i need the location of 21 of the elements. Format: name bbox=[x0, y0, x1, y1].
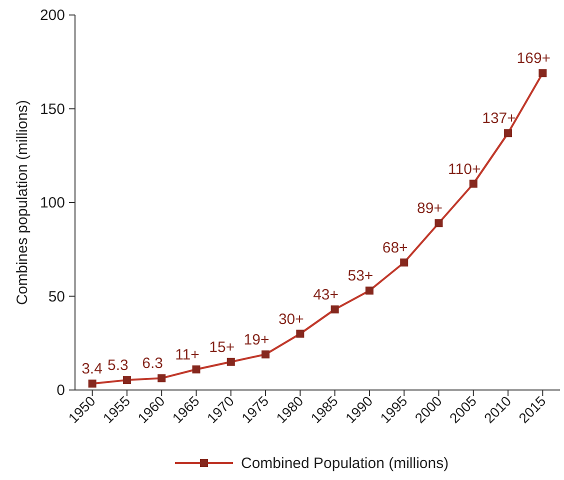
data-label: 3.4 bbox=[82, 360, 102, 378]
y-tick-label: 150 bbox=[40, 100, 65, 118]
data-label: 11+ bbox=[175, 346, 200, 364]
data-label: 6.3 bbox=[142, 355, 164, 372]
data-label: 43+ bbox=[313, 286, 339, 304]
data-label: 5.3 bbox=[108, 357, 128, 374]
y-axis-title: Combines population (millions) bbox=[14, 100, 31, 306]
data-label: 169+ bbox=[516, 50, 551, 68]
data-label: 53+ bbox=[348, 268, 374, 285]
data-label: 89+ bbox=[417, 200, 443, 218]
data-label: 137+ bbox=[482, 110, 516, 128]
legend-label: Combined Population (millions) bbox=[241, 455, 449, 472]
y-tick-label: 0 bbox=[56, 382, 65, 399]
y-tick-label: 100 bbox=[40, 194, 65, 212]
data-label: 110+ bbox=[448, 160, 481, 178]
data-label: 15+ bbox=[209, 338, 235, 356]
data-label: 68+ bbox=[382, 240, 408, 256]
y-tick-label: 200 bbox=[40, 7, 65, 24]
data-label: 30+ bbox=[278, 310, 304, 328]
data-label: 19+ bbox=[244, 331, 270, 348]
y-tick-label: 50 bbox=[48, 288, 65, 306]
